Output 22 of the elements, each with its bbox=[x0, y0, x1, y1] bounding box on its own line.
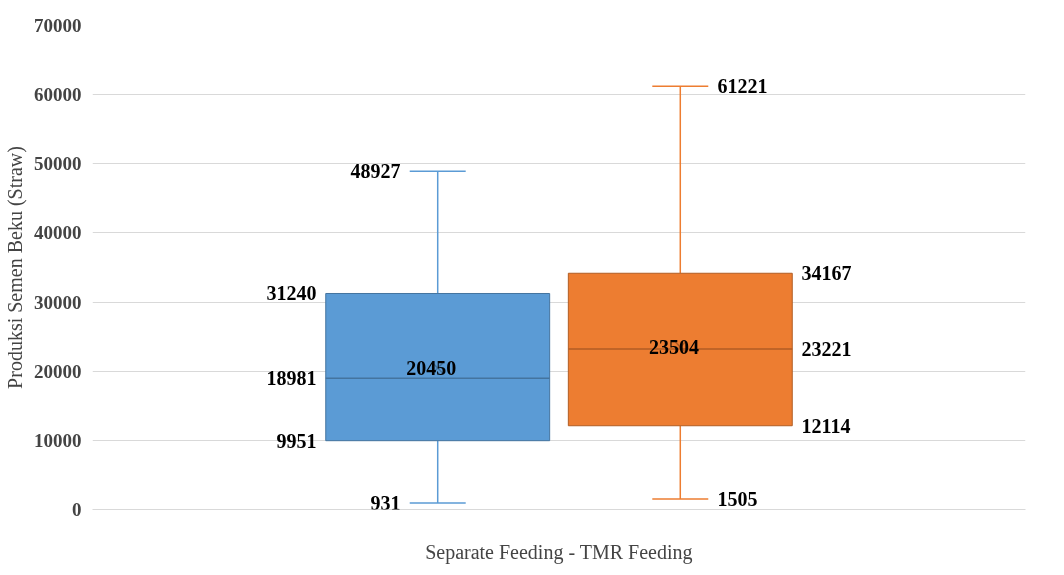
y-tick-label: 30000 bbox=[34, 291, 82, 313]
annotation: 931 bbox=[370, 492, 401, 515]
annotation: 12114 bbox=[801, 414, 851, 437]
y-tick-label: 0 bbox=[72, 499, 82, 520]
annotation: 1505 bbox=[717, 488, 758, 511]
y-tick-label: 70000 bbox=[34, 15, 82, 36]
y-tick-label: 60000 bbox=[34, 84, 82, 106]
annotation: 20450 bbox=[406, 357, 457, 380]
y-axis-title: Produksi Semen Beku (Straw) bbox=[4, 146, 27, 389]
annotation: 31240 bbox=[266, 282, 317, 305]
x-tick-label: Separate Feeding - TMR Feeding bbox=[425, 540, 693, 564]
y-tick-label: 50000 bbox=[34, 153, 82, 175]
y-tick-label: 20000 bbox=[34, 360, 82, 382]
y-tick-label: 40000 bbox=[34, 222, 82, 244]
annotation: 23221 bbox=[801, 337, 852, 360]
annotation: 23504 bbox=[648, 335, 699, 358]
annotation: 18981 bbox=[266, 367, 317, 390]
annotation: 9951 bbox=[276, 429, 317, 452]
annotation: 48927 bbox=[350, 160, 401, 183]
annotation: 61221 bbox=[717, 75, 768, 98]
y-tick-label: 10000 bbox=[34, 429, 82, 451]
annotation: 34167 bbox=[801, 262, 852, 285]
